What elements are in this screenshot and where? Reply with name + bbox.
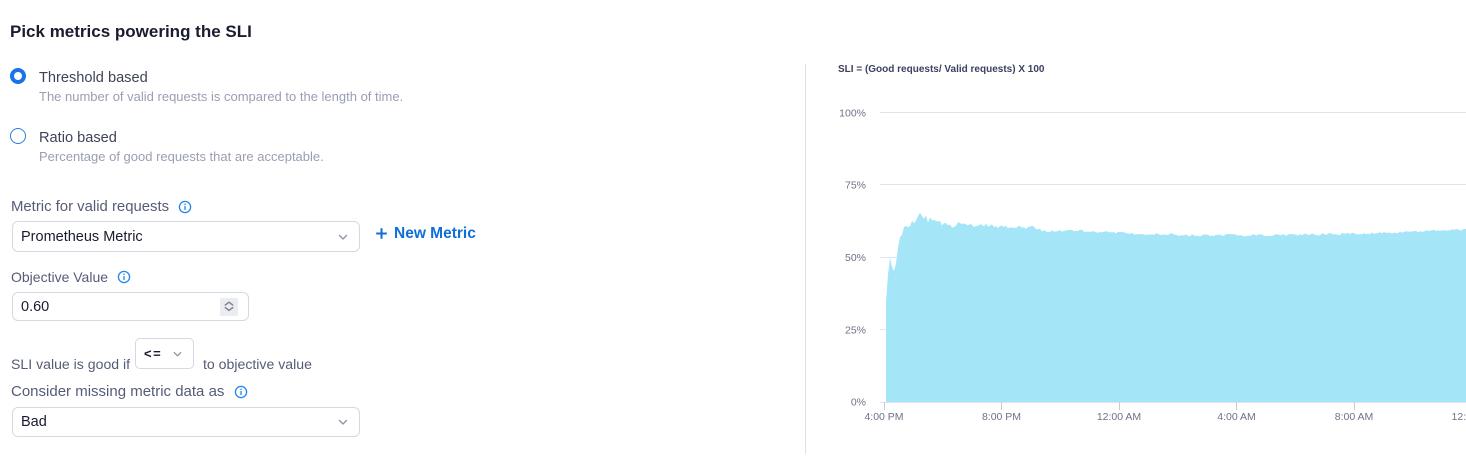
svg-text:12:00 PM: 12:00 PM	[1452, 411, 1466, 423]
svg-text:100%: 100%	[839, 108, 866, 120]
svg-text:8:00 AM: 8:00 AM	[1335, 411, 1374, 423]
svg-text:4:00 PM: 4:00 PM	[864, 411, 903, 423]
svg-text:25%: 25%	[845, 324, 866, 336]
svg-text:50%: 50%	[845, 252, 866, 264]
svg-text:4:00 AM: 4:00 AM	[1217, 411, 1256, 423]
svg-text:0%: 0%	[851, 397, 866, 409]
svg-text:12:00 AM: 12:00 AM	[1097, 411, 1141, 423]
svg-text:8:00 PM: 8:00 PM	[982, 411, 1021, 423]
svg-text:75%: 75%	[845, 180, 866, 192]
